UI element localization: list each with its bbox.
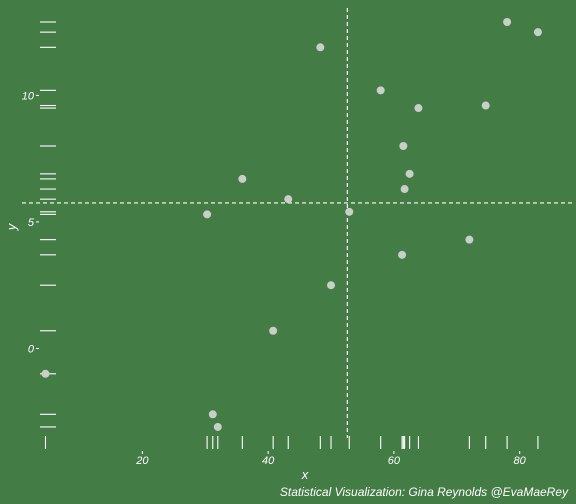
y-axis-title: y bbox=[4, 222, 19, 231]
data-point bbox=[213, 422, 222, 431]
x-tick-label: 40 bbox=[262, 455, 275, 467]
y-tick-label: 10 bbox=[22, 90, 35, 102]
data-point bbox=[533, 28, 542, 37]
y-rug bbox=[40, 21, 56, 428]
data-point bbox=[481, 101, 490, 110]
data-point bbox=[400, 185, 409, 194]
data-point bbox=[398, 250, 407, 259]
data-point bbox=[345, 207, 354, 216]
data-point bbox=[203, 210, 212, 219]
x-tick-label: 20 bbox=[135, 455, 149, 467]
x-axis-ticks: 20 40 60 80 bbox=[135, 451, 527, 467]
data-point bbox=[238, 174, 247, 183]
data-point bbox=[269, 326, 278, 335]
data-point bbox=[41, 369, 50, 378]
x-tick-label: 60 bbox=[388, 455, 401, 467]
x-rug bbox=[44, 436, 539, 449]
x-axis-title: x bbox=[301, 467, 309, 482]
data-point bbox=[465, 235, 474, 244]
y-tick-label: 5 bbox=[28, 217, 35, 229]
data-point bbox=[208, 410, 217, 419]
data-points bbox=[41, 18, 542, 431]
x-tick-label: 80 bbox=[514, 455, 527, 467]
data-point bbox=[316, 43, 325, 52]
data-point bbox=[503, 18, 512, 26]
data-point bbox=[399, 142, 408, 151]
data-point bbox=[405, 169, 414, 178]
data-point bbox=[284, 195, 293, 204]
y-tick-label: 0 bbox=[28, 343, 35, 355]
data-point bbox=[327, 281, 336, 290]
caption: Statistical Visualization: Gina Reynolds… bbox=[280, 485, 569, 499]
y-axis-ticks: 0 5 10 bbox=[22, 90, 39, 355]
data-point bbox=[376, 86, 385, 95]
data-point bbox=[414, 104, 423, 113]
